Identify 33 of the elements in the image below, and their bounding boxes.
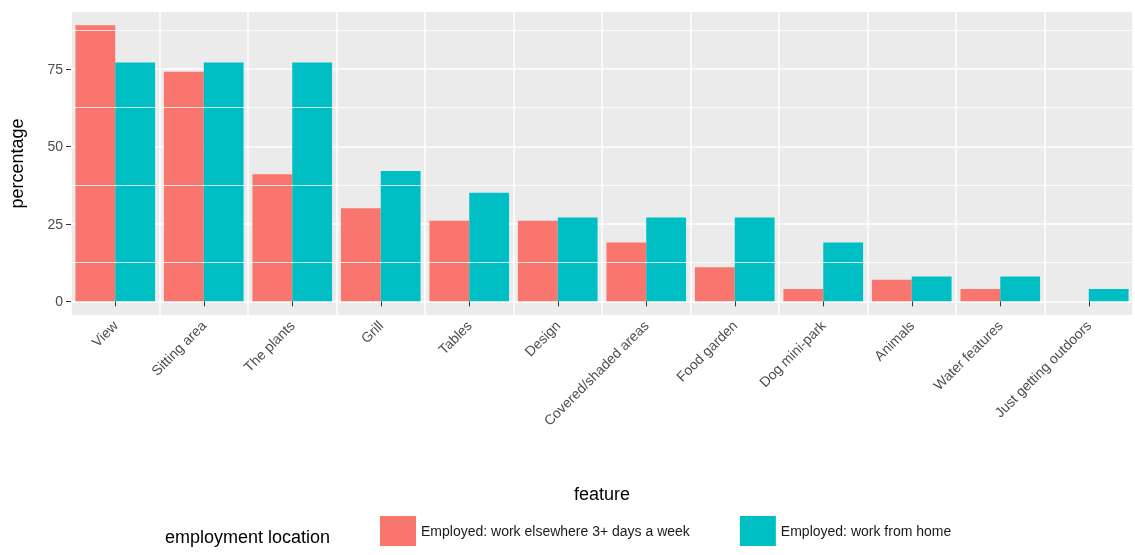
bar <box>292 62 333 302</box>
bar <box>557 217 598 302</box>
legend-title: employment location <box>165 527 331 547</box>
bar <box>960 288 1001 302</box>
bar <box>871 279 912 302</box>
bar <box>783 288 824 302</box>
bar <box>203 62 244 302</box>
bar <box>252 174 293 302</box>
legend-label: Employed: work elsewhere 3+ days a week <box>421 523 691 539</box>
legend-label: Employed: work from home <box>780 523 952 539</box>
bar <box>694 267 735 302</box>
x-axis-title: feature <box>573 484 631 504</box>
bar <box>606 242 647 302</box>
bar <box>340 208 381 302</box>
x-tick-label: Grill <box>357 317 387 347</box>
bar <box>163 71 204 302</box>
y-tick-label: 25 <box>47 215 64 232</box>
bar <box>1088 288 1129 302</box>
bar <box>734 217 775 302</box>
bar <box>517 220 558 302</box>
bar <box>823 242 864 302</box>
bar <box>115 62 156 302</box>
y-tick-label: 0 <box>55 293 64 310</box>
bar <box>429 220 470 302</box>
bar <box>911 276 952 302</box>
y-tick-label: 75 <box>47 60 64 77</box>
bar <box>75 25 116 302</box>
y-axis-title: percentage <box>7 118 27 209</box>
bar <box>1000 276 1041 302</box>
bar <box>646 217 687 302</box>
bar <box>469 192 510 302</box>
bar <box>380 171 421 302</box>
y-tick-label: 50 <box>47 138 64 155</box>
